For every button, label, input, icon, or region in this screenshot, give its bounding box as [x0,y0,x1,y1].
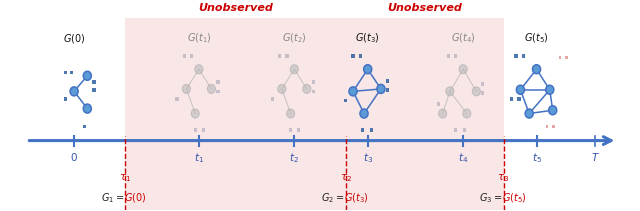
Text: $\tau_2$: $\tau_2$ [340,172,352,184]
Bar [285,54,289,58]
Text: $t_3$: $t_3$ [363,151,372,165]
Bar [522,54,525,58]
Text: $G_2=$: $G_2=$ [321,191,344,205]
Bar [92,88,95,92]
Bar [481,82,484,86]
Text: $t_2$: $t_2$ [289,151,300,165]
Circle shape [207,84,216,93]
Bar [447,54,450,58]
Text: $G_3=$: $G_3=$ [479,191,502,205]
Bar [175,97,179,101]
Bar [182,54,186,58]
Circle shape [532,65,541,74]
Bar [436,102,440,106]
Text: Unobserved: Unobserved [387,3,462,14]
Bar [297,128,300,132]
Bar [517,97,520,101]
Circle shape [287,109,294,118]
Bar [216,81,220,84]
Bar [454,54,458,58]
Circle shape [459,65,467,74]
Circle shape [83,104,92,113]
Bar [202,128,205,132]
Text: $\tau_3$: $\tau_3$ [497,172,509,184]
Circle shape [182,84,191,93]
Circle shape [472,87,481,96]
Bar [63,71,67,74]
Circle shape [191,109,199,118]
Bar [92,81,95,84]
Bar [370,128,373,132]
Text: $G(t_3)$: $G(t_3)$ [355,32,380,45]
Bar [193,128,197,132]
Text: $G(t_3)$: $G(t_3)$ [344,191,369,205]
Bar [278,54,281,58]
Text: $G(t_1)$: $G(t_1)$ [186,32,211,45]
Circle shape [546,85,554,94]
Circle shape [446,87,454,96]
Bar [386,79,389,83]
Text: $\tau_1$: $\tau_1$ [120,172,132,184]
Text: $G(t_2)$: $G(t_2)$ [282,32,307,45]
Circle shape [516,85,524,94]
Bar [546,125,548,128]
Text: $t_5$: $t_5$ [532,151,541,165]
Bar [216,89,220,93]
Text: $T$: $T$ [591,151,600,163]
Bar [510,97,513,101]
Bar [346,18,504,211]
Bar [351,54,355,58]
Circle shape [377,84,385,93]
Circle shape [463,109,471,118]
Bar [70,71,73,74]
Bar [312,89,315,93]
Circle shape [83,71,92,80]
Bar [125,18,346,211]
Bar [515,54,518,58]
Bar [386,88,389,92]
Circle shape [438,109,447,118]
Bar [344,99,348,102]
Bar [289,128,292,132]
Circle shape [195,65,203,74]
Circle shape [278,84,286,93]
Circle shape [548,106,557,115]
Circle shape [70,87,78,96]
Bar [463,128,467,132]
Circle shape [303,84,311,93]
Circle shape [349,87,357,96]
Bar [190,54,193,58]
Bar [552,125,555,128]
Text: $G(t_4)$: $G(t_4)$ [451,32,476,45]
Text: $G(0)$: $G(0)$ [63,32,85,45]
Bar [83,125,86,128]
Circle shape [525,109,533,118]
Bar [361,128,364,132]
Bar [454,128,458,132]
Circle shape [364,65,372,74]
Bar [312,81,315,84]
Text: $t_4$: $t_4$ [458,151,468,165]
Text: $0$: $0$ [70,151,78,163]
Bar [63,97,67,101]
Text: $G_1=$: $G_1=$ [100,191,124,205]
Text: Unobserved: Unobserved [198,3,273,14]
Text: $G(t_5)$: $G(t_5)$ [524,32,549,45]
Bar [271,97,274,101]
Circle shape [360,109,368,118]
Bar [481,91,484,95]
Text: $G(t_5)$: $G(t_5)$ [502,191,527,205]
Text: $t_1$: $t_1$ [194,151,204,165]
Circle shape [291,65,298,74]
Bar [559,57,561,59]
Bar [359,54,362,58]
Bar [566,57,568,59]
Text: $G(0)$: $G(0)$ [124,191,147,204]
